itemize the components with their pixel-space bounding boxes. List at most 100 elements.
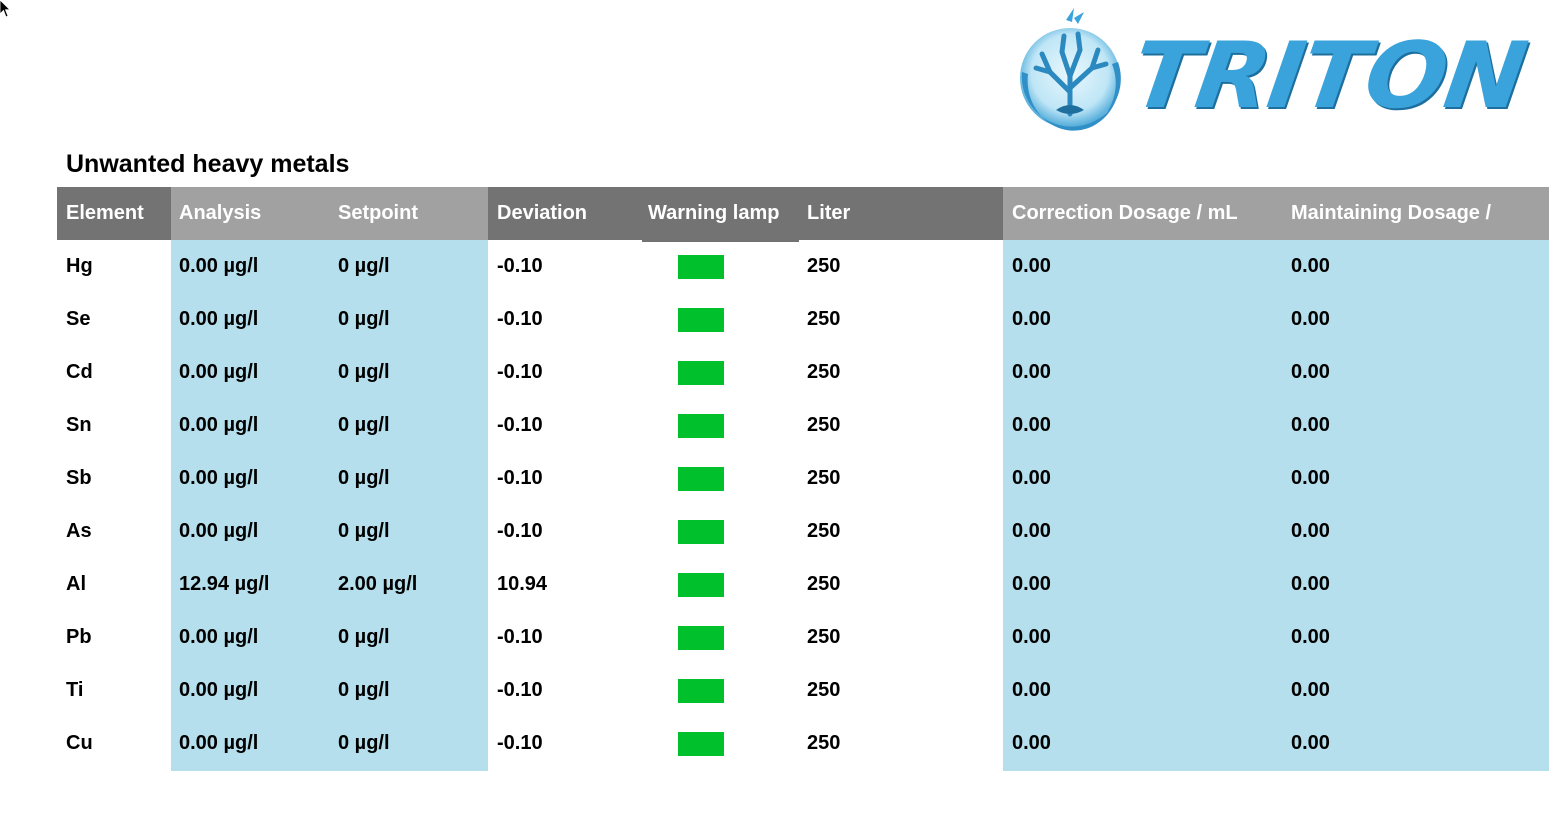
brand-wordmark: TRITON (1125, 22, 1532, 129)
cell-correction: 0.00 (1012, 679, 1051, 701)
col-header-warning-lamp: Warning lamp (648, 202, 780, 224)
dosage-column-bg (1003, 240, 1549, 771)
cell-setpoint: 0 µg/l (338, 308, 390, 330)
cell-liter: 250 (807, 679, 841, 701)
cell-setpoint: 0 µg/l (338, 732, 390, 754)
col-header-correction-dosage: Correction Dosage / mL (1012, 202, 1238, 224)
cell-element: Se (66, 308, 91, 330)
analysis-setpoint-column-bg (171, 240, 488, 771)
cell-element: Cu (66, 732, 93, 754)
cell-maintaining: 0.00 (1291, 573, 1330, 595)
cell-setpoint: 2.00 µg/l (338, 573, 418, 595)
cell-deviation: -0.10 (497, 308, 543, 330)
cell-analysis: 0.00 µg/l (179, 414, 259, 436)
cell-analysis: 0.00 µg/l (179, 467, 259, 489)
section-title: Unwanted heavy metals (66, 150, 350, 178)
cell-maintaining: 0.00 (1291, 520, 1330, 542)
cell-liter: 250 (807, 626, 841, 648)
cell-correction: 0.00 (1012, 626, 1051, 648)
cell-element: Pb (66, 626, 92, 648)
cell-element: Hg (66, 255, 93, 277)
cell-liter: 250 (807, 573, 841, 595)
coral-emblem-icon (1020, 8, 1121, 131)
cell-correction: 0.00 (1012, 573, 1051, 595)
cell-setpoint: 0 µg/l (338, 520, 390, 542)
col-header-element: Element (66, 202, 144, 224)
cell-setpoint: 0 µg/l (338, 679, 390, 701)
warning-lamp-indicator (678, 732, 724, 756)
cell-deviation: -0.10 (497, 520, 543, 542)
heavy-metals-table: Element Analysis Setpoint Deviation Warn… (57, 187, 1549, 771)
col-header-liter: Liter (807, 202, 851, 224)
cell-analysis: 0.00 µg/l (179, 520, 259, 542)
cell-liter: 250 (807, 414, 841, 436)
cell-deviation: -0.10 (497, 679, 543, 701)
mouse-cursor-icon (0, 0, 11, 18)
cell-setpoint: 0 µg/l (338, 361, 390, 383)
cell-deviation: -0.10 (497, 255, 543, 277)
cell-correction: 0.00 (1012, 255, 1051, 277)
warning-lamp-indicator (678, 679, 724, 703)
warning-lamp-indicator (678, 467, 724, 491)
warning-header-underline (642, 240, 799, 242)
cell-maintaining: 0.00 (1291, 308, 1330, 330)
header-bg-deviation-liter (488, 187, 1003, 240)
col-header-analysis: Analysis (179, 202, 262, 224)
cell-correction: 0.00 (1012, 732, 1051, 754)
warning-lamp-indicator (678, 573, 724, 597)
cell-liter: 250 (807, 467, 841, 489)
cell-deviation: -0.10 (497, 414, 543, 436)
cell-deviation: 10.94 (497, 573, 548, 595)
cell-element: Al (66, 573, 86, 595)
cell-analysis: 12.94 µg/l (179, 573, 270, 595)
cell-maintaining: 0.00 (1291, 626, 1330, 648)
cell-liter: 250 (807, 732, 841, 754)
col-header-maintaining-dosage: Maintaining Dosage / (1291, 202, 1492, 224)
header-bg-dosage (1003, 187, 1549, 240)
warning-lamp-indicator (678, 255, 724, 279)
cell-liter: 250 (807, 255, 841, 277)
cell-setpoint: 0 µg/l (338, 626, 390, 648)
warning-lamp-indicator (678, 361, 724, 385)
warning-lamp-indicator (678, 308, 724, 332)
cell-correction: 0.00 (1012, 467, 1051, 489)
cell-deviation: -0.10 (497, 626, 543, 648)
cell-liter: 250 (807, 361, 841, 383)
cell-correction: 0.00 (1012, 308, 1051, 330)
cell-element: Ti (66, 679, 84, 701)
cell-analysis: 0.00 µg/l (179, 679, 259, 701)
cell-deviation: -0.10 (497, 732, 543, 754)
cell-setpoint: 0 µg/l (338, 467, 390, 489)
warning-lamp-indicator (678, 520, 724, 544)
cell-liter: 250 (807, 308, 841, 330)
cell-maintaining: 0.00 (1291, 732, 1330, 754)
cell-analysis: 0.00 µg/l (179, 255, 259, 277)
cell-element: Sb (66, 467, 92, 489)
warning-lamp-indicator (678, 414, 724, 438)
col-header-deviation: Deviation (497, 202, 588, 224)
cell-element: As (66, 520, 92, 542)
cell-correction: 0.00 (1012, 361, 1051, 383)
cell-deviation: -0.10 (497, 467, 543, 489)
cell-element: Sn (66, 414, 92, 436)
cell-setpoint: 0 µg/l (338, 255, 390, 277)
cell-maintaining: 0.00 (1291, 255, 1330, 277)
cell-correction: 0.00 (1012, 414, 1051, 436)
cell-deviation: -0.10 (497, 361, 543, 383)
cell-analysis: 0.00 µg/l (179, 308, 259, 330)
cell-correction: 0.00 (1012, 520, 1051, 542)
cell-maintaining: 0.00 (1291, 467, 1330, 489)
cell-analysis: 0.00 µg/l (179, 626, 259, 648)
cell-maintaining: 0.00 (1291, 414, 1330, 436)
cell-analysis: 0.00 µg/l (179, 361, 259, 383)
cell-element: Cd (66, 361, 93, 383)
cell-liter: 250 (807, 520, 841, 542)
triton-logo: TRITON (1008, 2, 1531, 134)
header-bg-analysis-setpoint (171, 187, 488, 240)
header-bg-element (57, 187, 171, 240)
cell-maintaining: 0.00 (1291, 679, 1330, 701)
cell-analysis: 0.00 µg/l (179, 732, 259, 754)
cell-setpoint: 0 µg/l (338, 414, 390, 436)
cell-maintaining: 0.00 (1291, 361, 1330, 383)
